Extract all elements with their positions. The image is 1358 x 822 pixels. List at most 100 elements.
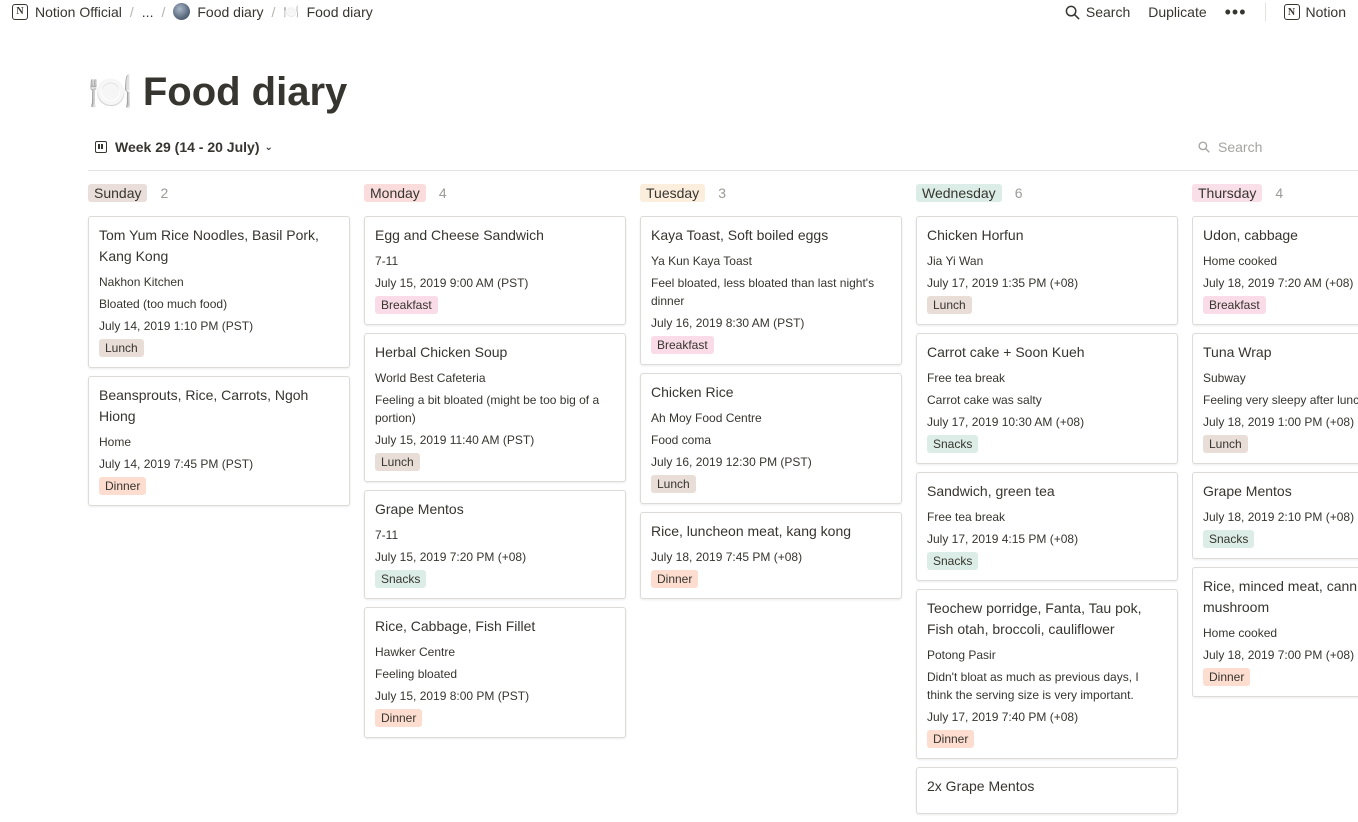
board-card[interactable]: Chicken Horfun Jia Yi Wan July 17, 2019 1:… <box>916 216 1178 325</box>
breadcrumb-label: Notion Official <box>35 3 122 20</box>
card-place: Ya Kun Kaya Toast <box>651 254 752 268</box>
page-title[interactable]: Food diary <box>142 70 348 114</box>
card-title: Chicken Rice <box>651 384 734 400</box>
column-label[interactable]: Sunday <box>88 184 148 202</box>
card-meal-row: Dinner <box>1203 664 1358 686</box>
board-card[interactable]: Rice, Cabbage, Fish Fillet Hawker Centre F… <box>364 607 626 738</box>
board-card[interactable]: Sandwich, green tea Free tea break July 17… <box>916 472 1178 581</box>
breadcrumb-item-parent[interactable]: Food diary <box>173 3 264 20</box>
card-title: Rice, Cabbage, Fish Fillet <box>375 618 536 634</box>
board-card[interactable]: Grape Mentos 7-11 July 15, 2019 7:20 PM (+… <box>364 490 626 599</box>
board-card[interactable]: Tuna Wrap Subway Feeling very sleepy after… <box>1192 333 1358 464</box>
board-card[interactable]: Egg and Cheese Sandwich 7-11 July 15, 2019… <box>364 216 626 325</box>
column-label[interactable]: Thursday <box>1192 184 1263 202</box>
board-card[interactable]: Udon, cabbage Home cooked July 18, 2019 7:… <box>1192 216 1358 325</box>
duplicate-button[interactable]: Duplicate <box>1148 4 1206 20</box>
card-meal-row: Lunch <box>651 471 891 493</box>
column-header: Monday 4 <box>364 184 626 202</box>
card-place: Potong Pasir <box>927 648 996 662</box>
card-place: Jia Yi Wan <box>927 254 984 268</box>
card-date: July 18, 2019 7:20 AM (+08) <box>1203 276 1354 290</box>
board-card[interactable]: Kaya Toast, Soft boiled eggs Ya Kun Kaya … <box>640 216 902 365</box>
page-emoji-icon[interactable]: 🍽️ <box>88 71 133 112</box>
card-date: July 15, 2019 7:20 PM (+08) <box>375 550 527 564</box>
meal-tag: Breakfast <box>651 336 714 354</box>
card-date: July 18, 2019 7:45 PM (+08) <box>651 550 803 564</box>
topbar-actions: Search Duplicate ••• N Notion <box>1047 3 1346 21</box>
column-label[interactable]: Tuesday <box>640 184 706 202</box>
board-card[interactable]: 2x Grape Mentos <box>916 767 1178 814</box>
card-title: Grape Mentos <box>1203 483 1292 499</box>
card-meal-row: Dinner <box>651 566 891 588</box>
board-card[interactable]: Teochew porridge, Fanta, Tau pok, Fish o… <box>916 589 1178 759</box>
card-place: Free tea break <box>927 510 1006 524</box>
card-title: Carrot cake + Soon Kueh <box>927 344 1085 360</box>
card-date: July 14, 2019 7:45 PM (PST) <box>99 457 254 471</box>
card-date: July 15, 2019 9:00 AM (PST) <box>375 276 529 290</box>
column-count: 4 <box>1275 185 1284 201</box>
board-column-tuesday: Tuesday 3 Kaya Toast, Soft boiled eggs Ya K… <box>640 184 902 607</box>
meal-tag: Dinner <box>927 730 975 748</box>
board-card[interactable]: Herbal Chicken Soup World Best Cafeteria F… <box>364 333 626 482</box>
breadcrumb-label: Food diary <box>306 3 373 20</box>
notion-logo-icon: N <box>12 3 28 20</box>
card-place: 7-11 <box>375 254 399 268</box>
breadcrumb-label: ... <box>141 3 154 20</box>
column-label[interactable]: Wednesday <box>916 184 1002 202</box>
meal-tag: Breakfast <box>1203 296 1266 314</box>
notion-link-button[interactable]: N Notion <box>1283 4 1346 20</box>
meal-tag: Snacks <box>927 552 979 570</box>
more-options-icon[interactable]: ••• <box>1224 2 1247 22</box>
card-title: Kaya Toast, Soft boiled eggs <box>651 227 829 243</box>
search-button[interactable]: Search <box>1065 4 1130 20</box>
page-header: 🍽️ Food diary <box>88 68 347 116</box>
column-count: 2 <box>160 185 169 201</box>
duplicate-label: Duplicate <box>1148 4 1207 20</box>
card-title: Grape Mentos <box>375 501 464 517</box>
breadcrumb-item-ellipsis[interactable]: ... <box>142 4 154 20</box>
board-card[interactable]: Grape Mentos July 18, 2019 2:10 PM (+08) S… <box>1192 472 1358 559</box>
board-column-sunday: Sunday 2 Tom Yum Rice Noodles, Basil Pork,… <box>88 184 350 514</box>
meal-tag: Dinner <box>375 709 423 727</box>
breadcrumb-item-workspace[interactable]: N Notion Official <box>12 3 122 20</box>
chevron-down-icon: ⌄ <box>264 141 273 153</box>
breadcrumb: N Notion Official / ... / Food diary / 🍽… <box>12 3 373 20</box>
search-label: Search <box>1085 4 1131 20</box>
breadcrumb-separator: / <box>271 3 276 20</box>
board-search-input[interactable]: Search <box>1198 139 1358 155</box>
card-meal-row: Breakfast <box>651 332 891 354</box>
meal-tag: Lunch <box>651 475 696 493</box>
board-card[interactable]: Beansprouts, Rice, Carrots, Ngoh Hiong Ho… <box>88 376 350 506</box>
card-title: Egg and Cheese Sandwich <box>375 227 544 243</box>
card-date: July 15, 2019 8:00 PM (PST) <box>375 689 530 703</box>
breadcrumb-label: Food diary <box>197 3 264 20</box>
column-header: Tuesday 3 <box>640 184 902 202</box>
card-place: Hawker Centre <box>375 645 456 659</box>
column-header: Wednesday 6 <box>916 184 1178 202</box>
board-card[interactable]: Tom Yum Rice Noodles, Basil Pork, Kang K… <box>88 216 350 368</box>
column-count: 4 <box>438 185 447 201</box>
card-title: Udon, cabbage <box>1203 227 1298 243</box>
card-place: World Best Cafeteria <box>375 371 486 385</box>
card-title: 2x Grape Mentos <box>927 778 1035 794</box>
board-card[interactable]: Rice, minced meat, cann mushroom Home coo… <box>1192 567 1358 697</box>
board-column-thursday: Thursday 4 Udon, cabbage Home cooked July 18… <box>1192 184 1358 705</box>
board-card[interactable]: Chicken Rice Ah Moy Food Centre Food coma J… <box>640 373 902 504</box>
card-meal-row: Lunch <box>927 292 1167 314</box>
board-column-wednesday: Wednesday 6 Chicken Horfun Jia Yi Wan July 1… <box>916 184 1178 822</box>
column-label[interactable]: Monday <box>364 184 426 202</box>
card-date: July 17, 2019 4:15 PM (+08) <box>927 532 1079 546</box>
view-selector[interactable]: Week 29 (14 - 20 July) ⌄ <box>95 139 273 155</box>
card-meal-row: Snacks <box>927 431 1167 453</box>
board-view-icon <box>95 141 107 153</box>
card-place: Ah Moy Food Centre <box>651 411 762 425</box>
breadcrumb-item-current[interactable]: 🍽️ Food diary <box>283 4 372 20</box>
card-date: July 17, 2019 7:40 PM (+08) <box>927 710 1079 724</box>
plate-icon: 🍽️ <box>283 3 300 19</box>
card-date: July 18, 2019 2:10 PM (+08) <box>1203 510 1355 524</box>
board-card[interactable]: Carrot cake + Soon Kueh Free tea break Car… <box>916 333 1178 464</box>
search-icon <box>1065 5 1080 20</box>
card-date: July 16, 2019 8:30 AM (PST) <box>651 316 805 330</box>
board-card[interactable]: Rice, luncheon meat, kang kong July 18, 2… <box>640 512 902 599</box>
board-column-monday: Monday 4 Egg and Cheese Sandwich 7-11 July 1… <box>364 184 626 746</box>
